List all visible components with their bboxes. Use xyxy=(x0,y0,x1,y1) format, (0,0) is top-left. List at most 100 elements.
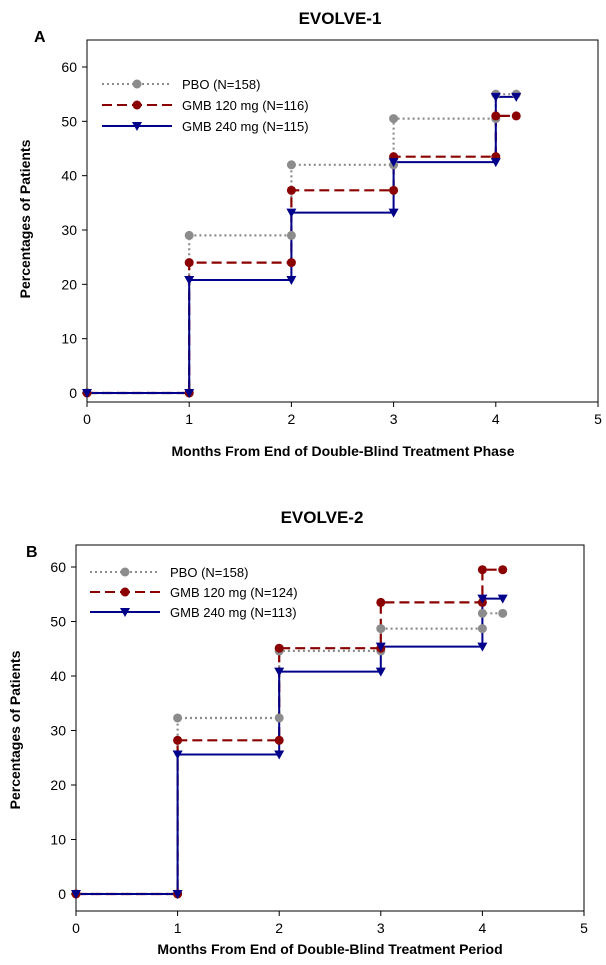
y-tick-label: 60 xyxy=(61,59,77,75)
data-point xyxy=(172,750,183,760)
panel-a: EVOLVE-1 A Percentages of Patients Month… xyxy=(17,9,602,459)
x-tick-label: 2 xyxy=(288,411,296,427)
y-tick-label: 60 xyxy=(50,559,66,575)
legend-label: GMB 240 mg (N=115) xyxy=(182,119,309,134)
data-point xyxy=(375,667,386,677)
data-point xyxy=(274,713,284,723)
y-axis-label: Percentages of Patients xyxy=(17,139,33,298)
data-point xyxy=(376,624,386,634)
data-point xyxy=(274,750,285,760)
plot-area-frame xyxy=(75,544,585,912)
data-point xyxy=(389,185,399,195)
chart-title: EVOLVE-1 xyxy=(299,9,382,28)
legend-marker xyxy=(132,100,142,110)
data-point xyxy=(286,230,296,240)
series-group xyxy=(82,89,522,398)
x-axis-label: Months From End of Double-Blind Treatmen… xyxy=(157,941,502,957)
data-point xyxy=(477,594,488,604)
data-point xyxy=(477,642,488,652)
data-point xyxy=(286,258,296,268)
x-tick-label: 1 xyxy=(185,411,193,427)
data-point xyxy=(497,594,508,604)
x-tick-label: 4 xyxy=(479,920,487,936)
data-point xyxy=(490,92,501,102)
legend-marker xyxy=(120,608,130,617)
x-tick-label: 0 xyxy=(72,920,80,936)
data-point xyxy=(388,158,399,168)
legend-marker xyxy=(132,122,142,131)
panel-label: A xyxy=(34,29,46,46)
panel-b: EVOLVE-2 B Percentages of Patients Month… xyxy=(7,508,588,957)
chart-title: EVOLVE-2 xyxy=(281,508,364,527)
data-point xyxy=(184,275,195,285)
data-point xyxy=(274,667,285,677)
data-point xyxy=(286,160,296,170)
series-line-2 xyxy=(87,95,517,394)
legend-label: GMB 120 mg (N=124) xyxy=(170,585,298,600)
legend: PBO (N=158) GMB 120 mg (N=124) GMB 240 mg … xyxy=(90,565,298,620)
data-point xyxy=(511,92,522,102)
data-point xyxy=(286,185,296,195)
legend-label: GMB 120 mg (N=116) xyxy=(182,98,309,113)
data-point xyxy=(511,111,521,121)
y-tick-label: 40 xyxy=(61,168,77,184)
legend-label: GMB 240 mg (N=113) xyxy=(170,605,297,620)
legend-marker xyxy=(120,587,130,597)
data-point xyxy=(477,624,487,634)
series-line-1 xyxy=(76,568,503,896)
y-axis-label: Percentages of Patients xyxy=(7,650,23,809)
data-point xyxy=(274,735,284,745)
series-line-0 xyxy=(87,93,517,395)
data-point xyxy=(498,608,508,618)
data-point xyxy=(286,275,297,285)
data-point xyxy=(173,713,183,723)
y-tick-label: 20 xyxy=(50,777,66,793)
data-point xyxy=(82,389,92,398)
data-point xyxy=(477,565,487,575)
x-tick-label: 3 xyxy=(390,411,398,427)
x-tick-label: 5 xyxy=(594,411,602,427)
y-tick-label: 50 xyxy=(61,113,77,129)
data-point xyxy=(286,208,297,218)
legend: PBO (N=158) GMB 120 mg (N=116) GMB 240 mg … xyxy=(102,77,309,134)
y-tick-label: 0 xyxy=(58,886,66,902)
x-axis-label: Months From End of Double-Blind Treatmen… xyxy=(171,443,514,459)
legend-label: PBO (N=158) xyxy=(170,565,248,580)
x-tick-label: 4 xyxy=(492,411,500,427)
data-point xyxy=(184,389,195,398)
series-line-1 xyxy=(87,114,517,395)
data-point xyxy=(376,597,386,607)
y-tick-label: 0 xyxy=(69,385,77,401)
x-tick-label: 3 xyxy=(377,920,385,936)
data-point xyxy=(498,565,508,575)
data-point xyxy=(71,890,81,899)
legend-label: PBO (N=158) xyxy=(182,77,260,92)
series-group xyxy=(71,565,508,899)
data-point xyxy=(490,158,501,168)
x-tick-label: 1 xyxy=(174,920,182,936)
legend-marker xyxy=(132,79,142,89)
data-point xyxy=(477,608,487,618)
data-point xyxy=(184,230,194,240)
data-point xyxy=(172,890,183,899)
x-tick-label: 2 xyxy=(275,920,283,936)
data-point xyxy=(184,258,194,268)
y-tick-label: 50 xyxy=(50,614,66,630)
data-point xyxy=(375,642,386,652)
series-line-2 xyxy=(76,597,503,895)
y-tick-label: 10 xyxy=(61,331,77,347)
data-point xyxy=(491,111,501,121)
y-tick-label: 20 xyxy=(61,276,77,292)
y-tick-label: 30 xyxy=(61,222,77,238)
data-point xyxy=(388,208,399,218)
data-point xyxy=(274,643,284,653)
plot-area-frame xyxy=(86,39,599,403)
series-line-0 xyxy=(76,612,503,896)
y-tick-label: 10 xyxy=(50,832,66,848)
x-tick-label: 5 xyxy=(580,920,588,936)
y-tick-label: 40 xyxy=(50,668,66,684)
data-point xyxy=(389,114,399,124)
